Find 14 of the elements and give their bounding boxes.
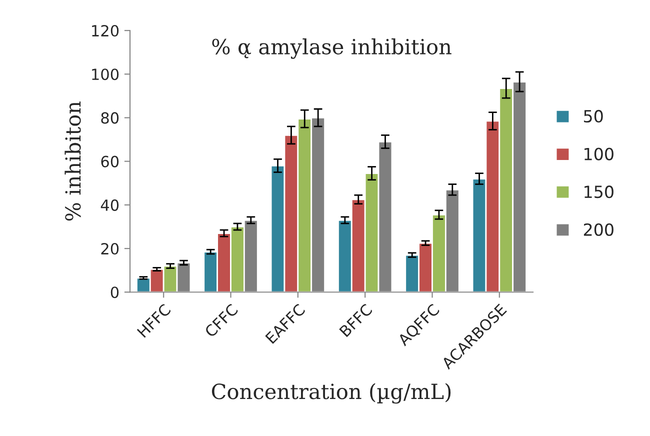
- y-tick-label: 100: [92, 68, 119, 80]
- y-tick-label: 120: [92, 24, 119, 37]
- chart-title: % α̨ amylase inhibition: [212, 38, 452, 59]
- y-tick-label: 40: [100, 199, 119, 211]
- y-tick-label: 0: [110, 286, 119, 298]
- legend-label: 200: [584, 223, 614, 236]
- y-tick-label: 20: [101, 242, 119, 255]
- x-axis-title: Concentration (µg/mL): [212, 383, 451, 404]
- y-tick-label: 80: [101, 112, 119, 124]
- legend-label: 100: [584, 148, 614, 160]
- legend-label: 150: [584, 186, 614, 198]
- y-axis-title: % inhibiton: [64, 101, 81, 221]
- y-tick-label: 60: [101, 156, 119, 168]
- legend-label: 50: [584, 110, 603, 123]
